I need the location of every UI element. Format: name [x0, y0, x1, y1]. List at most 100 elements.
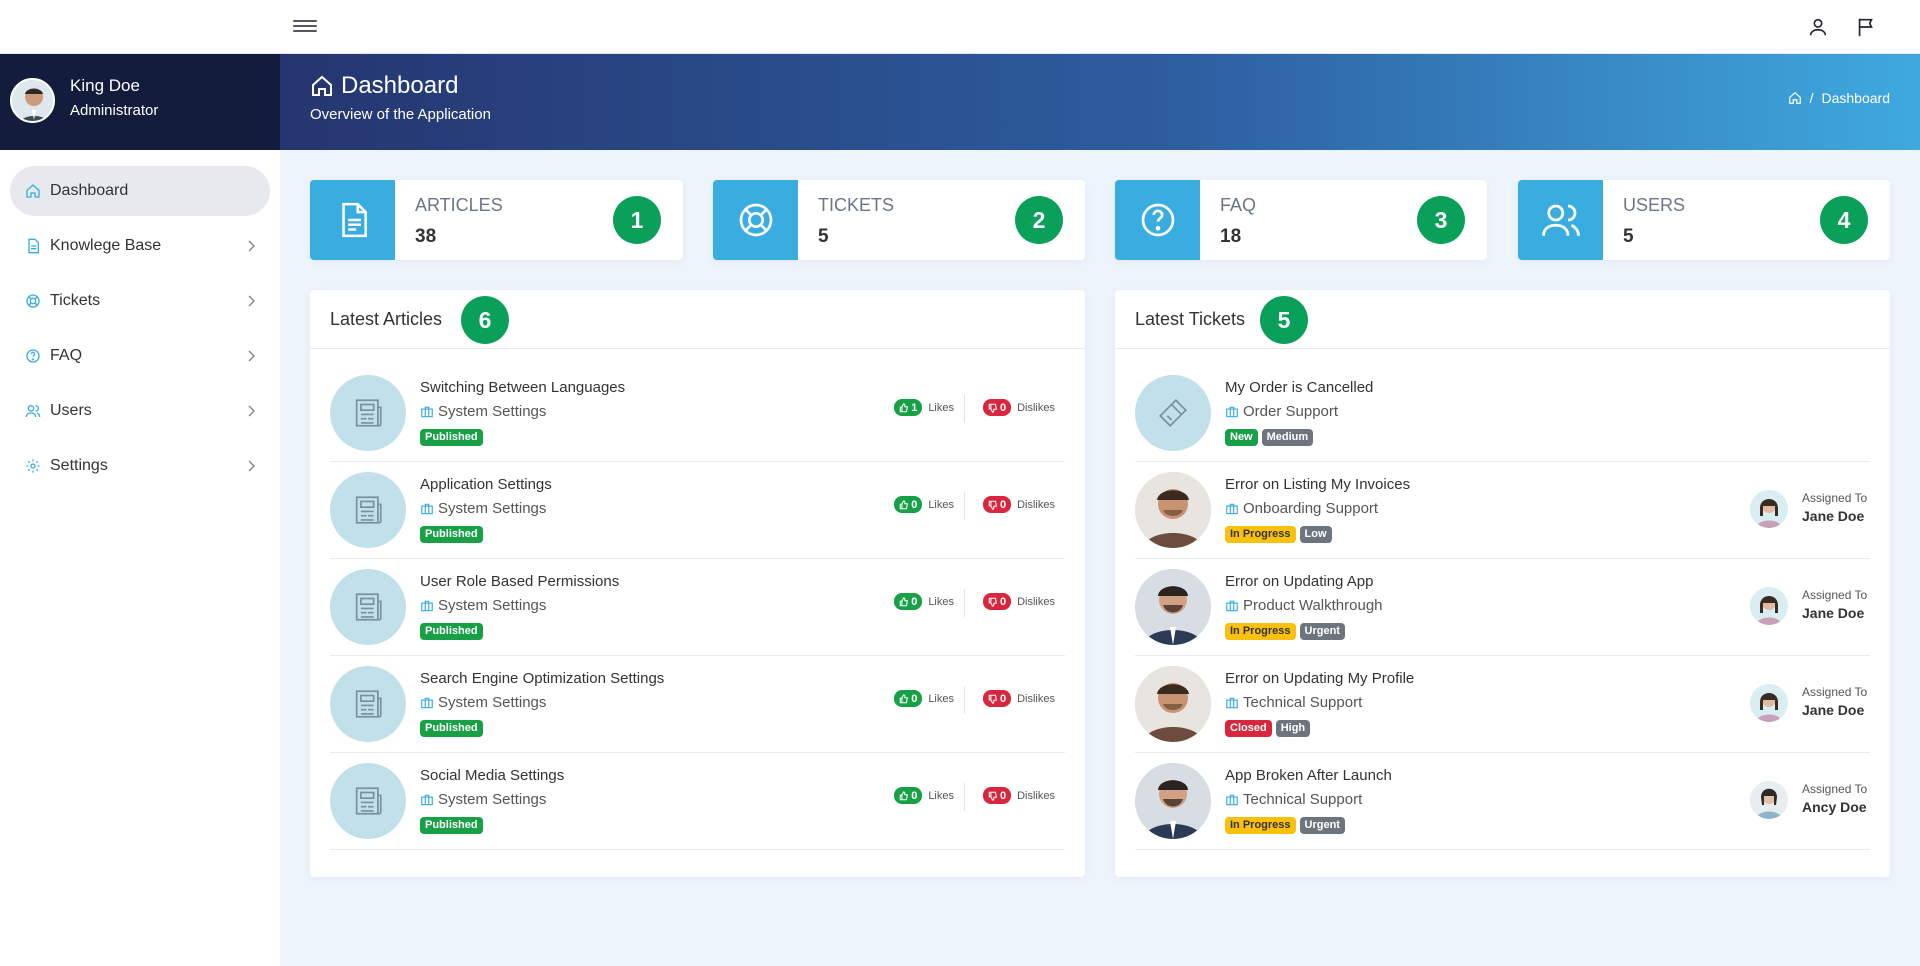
ticket-icon [1159, 399, 1187, 427]
breadcrumb-current: Dashboard [1821, 90, 1891, 106]
article-title[interactable]: Search Engine Optimization Settings [420, 670, 665, 687]
article-thumbnail [330, 375, 406, 451]
ticket-category: Technical Support [1225, 791, 1362, 808]
list-item[interactable]: App Broken After Launch Technical Suppor… [1135, 753, 1870, 850]
sidebar-item-label: Tickets [50, 292, 101, 309]
likes-label: Likes [928, 789, 954, 802]
assignee[interactable]: Assigned To Jane Doe [1750, 584, 1870, 628]
list-item[interactable]: Error on Updating My Profile Technical S… [1135, 656, 1870, 753]
thumbs-down-icon [988, 694, 997, 704]
divider [1115, 348, 1890, 349]
briefcase-icon [421, 503, 433, 514]
sidebar-item-faq[interactable]: FAQ [10, 331, 270, 381]
status-badge: In Progress [1225, 623, 1296, 640]
thumbs-up-icon [899, 402, 909, 412]
avatar [1135, 472, 1211, 548]
ticket-avatar [1135, 472, 1211, 548]
article-title[interactable]: Switching Between Languages [420, 379, 626, 396]
home-icon[interactable] [1788, 91, 1802, 105]
list-item[interactable]: Switching Between Languages System Setti… [330, 365, 1065, 462]
likes-counter: 0 Likes [894, 496, 954, 513]
breadcrumb-separator: / [1809, 90, 1814, 106]
article-title[interactable]: Social Media Settings [420, 767, 565, 784]
article-category: System Settings [420, 597, 546, 614]
assignee[interactable]: Assigned To Jane Doe [1750, 681, 1870, 725]
list-item[interactable]: User Role Based Permissions System Setti… [330, 559, 1065, 656]
ticket-title[interactable]: Error on Updating App [1225, 573, 1374, 590]
list-item[interactable]: Application Settings System Settings Pub… [330, 462, 1065, 559]
ticket-title[interactable]: App Broken After Launch [1225, 767, 1392, 784]
page-subtitle: Overview of the Application [310, 106, 491, 123]
ticket-category: Technical Support [1225, 694, 1362, 711]
assignee-name: Jane Doe [1802, 605, 1865, 621]
list-item[interactable]: Error on Listing My Invoices Onboarding … [1135, 462, 1870, 559]
avatar [1750, 490, 1788, 528]
dislikes-counter: 0 Dislikes [982, 787, 1055, 804]
users-icon [25, 405, 41, 418]
briefcase-icon [1226, 697, 1238, 708]
sidebar-item-label: Settings [50, 457, 108, 474]
stat-card-users[interactable]: USERS 5 4 [1518, 180, 1890, 260]
stat-card-tickets[interactable]: TICKETS 5 2 [713, 180, 1085, 260]
stat-card-articles[interactable]: ARTICLES 38 1 [310, 180, 683, 260]
briefcase-icon [1226, 794, 1238, 805]
chevron-right-icon [248, 295, 256, 307]
sidebar-item-label: Dashboard [50, 182, 129, 199]
ticket-avatar [1135, 763, 1211, 839]
avatar[interactable] [10, 78, 55, 123]
question-icon [1141, 203, 1174, 237]
assignee-name: Jane Doe [1802, 702, 1865, 718]
list-item[interactable]: My Order is Cancelled Order Support New … [1135, 365, 1870, 462]
page-title: Dashboard [341, 72, 459, 99]
article-title[interactable]: User Role Based Permissions [420, 573, 620, 590]
priority-badge: Urgent [1299, 817, 1345, 834]
article-thumbnail [330, 569, 406, 645]
briefcase-icon [421, 794, 433, 805]
thumbs-up-icon [899, 596, 909, 606]
assignee[interactable]: Assigned To Ancy Doe [1750, 778, 1870, 822]
thumbs-up-icon [899, 693, 909, 703]
sidebar-item-dashboard[interactable]: Dashboard [10, 166, 270, 216]
breadcrumb: / Dashboard [1788, 90, 1890, 106]
stat-value: 5 [1623, 226, 1634, 247]
likes-label: Likes [928, 692, 954, 705]
ticket-title[interactable]: Error on Listing My Invoices [1225, 476, 1411, 493]
sidebar-item-settings[interactable]: Settings [10, 441, 270, 491]
ticket-title[interactable]: My Order is Cancelled [1225, 379, 1374, 396]
list-item[interactable]: Error on Updating App Product Walkthroug… [1135, 559, 1870, 656]
ticket-title[interactable]: Error on Updating My Profile [1225, 670, 1415, 687]
dislikes-counter: 0 Dislikes [982, 690, 1055, 707]
sidebar-item-knowledge-base[interactable]: Knowlege Base [10, 221, 270, 271]
status-badge: In Progress [1225, 817, 1296, 834]
likes-label: Likes [928, 595, 954, 608]
assignee-name: Ancy Doe [1802, 799, 1867, 815]
stat-card-faq[interactable]: FAQ 18 3 [1115, 180, 1487, 260]
list-item[interactable]: Social Media Settings System Settings Pu… [330, 753, 1065, 850]
thumbs-up-icon [899, 790, 909, 800]
thumbs-down-icon [988, 597, 997, 607]
briefcase-icon [1226, 503, 1238, 514]
priority-badge: Low [1299, 526, 1332, 543]
list-item[interactable]: Search Engine Optimization Settings Syst… [330, 656, 1065, 753]
number-badge: 1 [613, 196, 661, 244]
article-thumbnail [330, 763, 406, 839]
home-icon [312, 75, 332, 96]
dislikes-counter: 0 Dislikes [982, 593, 1055, 610]
stat-value: 38 [415, 226, 437, 247]
article-category: System Settings [420, 403, 546, 420]
number-badge: 2 [1015, 196, 1063, 244]
flag-icon[interactable] [1855, 16, 1877, 38]
user-icon[interactable] [1807, 16, 1829, 38]
article-title[interactable]: Application Settings [420, 476, 552, 493]
briefcase-icon [421, 600, 433, 611]
sidebar-item-users[interactable]: Users [10, 386, 270, 436]
avatar [1750, 587, 1788, 625]
assignee[interactable]: Assigned To Jane Doe [1750, 487, 1870, 531]
sidebar-item-tickets[interactable]: Tickets [10, 276, 270, 326]
hamburger-icon[interactable] [293, 17, 317, 37]
chevron-right-icon [248, 460, 256, 472]
chevron-right-icon [248, 405, 256, 417]
likes-label: Likes [928, 498, 954, 511]
top-bar [0, 0, 1920, 54]
stat-value: 18 [1220, 226, 1242, 247]
